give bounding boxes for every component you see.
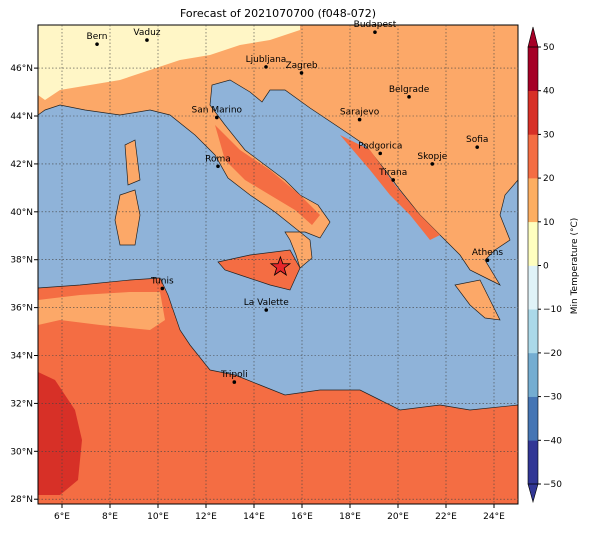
city-dot	[475, 145, 480, 149]
y-tick-label: 32°N	[10, 399, 33, 409]
colorbar-tick-label: 50	[543, 43, 555, 53]
x-tick-label: 16°E	[291, 512, 313, 522]
land-corsica	[124, 139, 141, 186]
city-dot	[160, 286, 165, 291]
mild-zone	[38, 292, 165, 330]
colorbar-band	[528, 134, 538, 179]
x-tick-label: 6°E	[54, 512, 70, 522]
city-dot	[264, 308, 269, 312]
y-tick-label: 46°N	[10, 64, 33, 74]
hot-zone	[38, 372, 82, 495]
x-tick-label: 14°E	[243, 512, 265, 522]
colorbar-band	[528, 90, 538, 135]
x-tick-label: 22°E	[435, 512, 457, 522]
colorbar-band	[528, 221, 538, 266]
city-label: Budapest	[354, 20, 397, 30]
city-label: Roma	[205, 154, 231, 164]
cool-zone	[38, 25, 300, 100]
city-dot	[95, 42, 99, 46]
colorbar-band	[528, 178, 538, 223]
y-tick-label: 34°N	[10, 352, 33, 362]
map-frame	[37, 24, 519, 505]
city-label: Ljubljana	[246, 55, 287, 65]
warm-zone	[340, 135, 440, 240]
city-label: Zagreb	[285, 61, 317, 71]
x-tick-label: 20°E	[387, 512, 409, 522]
city-dot	[378, 151, 383, 156]
colorbar-tick-label: 20	[543, 174, 555, 184]
city-label: Tirana	[378, 168, 407, 178]
colorbar-extend-bottom	[527, 483, 539, 504]
land-peloponnese	[454, 279, 501, 321]
colorbar-tick-label: −40	[543, 436, 562, 446]
y-tick-label: 44°N	[10, 112, 33, 122]
y-tick-label: 36°N	[10, 304, 33, 314]
y-tick-label: 38°N	[10, 256, 33, 266]
x-tick-label: 24°E	[483, 512, 505, 522]
city-dot	[145, 38, 149, 42]
colorbar-tick-label: −50	[543, 480, 562, 490]
city-dot	[373, 30, 377, 34]
colorbar-tick-label: −10	[543, 305, 562, 315]
city-label: Sarajevo	[340, 108, 380, 118]
colorbar-band	[528, 47, 538, 91]
colorbar-tick-label: 30	[543, 130, 555, 140]
colorbar-tick-label: −20	[543, 349, 562, 359]
city-label: Sofia	[466, 135, 488, 145]
city-dot	[215, 115, 219, 120]
city-dot	[232, 380, 237, 384]
colorbar-band	[528, 352, 538, 397]
y-tick-label: 40°N	[10, 208, 33, 218]
land-north	[38, 25, 518, 286]
city-dot	[485, 258, 490, 262]
colorbar-tick-label: 10	[543, 218, 555, 228]
city-label: Tunis	[150, 276, 174, 286]
city-dot	[299, 71, 304, 75]
city-label: Skopje	[417, 152, 447, 162]
city-dot	[391, 178, 396, 182]
city-label: Tripoli	[220, 370, 248, 380]
y-tick-label: 42°N	[10, 160, 33, 170]
city-dot	[407, 95, 411, 99]
y-tick-label: 28°N	[10, 495, 33, 505]
city-dot	[216, 164, 220, 169]
colorbar-band	[528, 265, 538, 310]
colorbar-tick-label: −30	[543, 393, 562, 403]
city-label: Bern	[87, 32, 108, 42]
city-label: Vaduz	[133, 28, 160, 38]
colorbar-tick-label: 0	[543, 262, 549, 272]
city-dot	[264, 65, 268, 69]
colorbar-extend-top	[527, 26, 539, 48]
x-tick-label: 18°E	[339, 512, 361, 522]
forecast-marker	[269, 255, 292, 276]
land-sardinia	[114, 189, 141, 246]
city-dot	[357, 117, 362, 122]
colorbar-band	[528, 440, 538, 485]
x-tick-label: 12°E	[195, 512, 217, 522]
colorbar-band	[528, 309, 538, 354]
city-label: Belgrade	[389, 85, 430, 95]
city-label: La Valette	[244, 298, 289, 308]
city-label: San Marino	[192, 105, 243, 115]
colorbar-band	[528, 396, 538, 441]
y-tick-label: 30°N	[10, 447, 33, 457]
city-dot	[430, 162, 435, 166]
city-label: Podgorica	[358, 141, 402, 151]
city-label: Athens	[472, 248, 503, 258]
colorbar-tick-label: 40	[543, 87, 555, 97]
map-title: Forecast of 2021070700 (f048-072)	[180, 7, 376, 20]
colorbar-label: Min Temperature (°C)	[570, 218, 580, 315]
warm-zone	[215, 125, 320, 225]
x-tick-label: 10°E	[147, 512, 169, 522]
x-tick-label: 8°E	[102, 512, 118, 522]
